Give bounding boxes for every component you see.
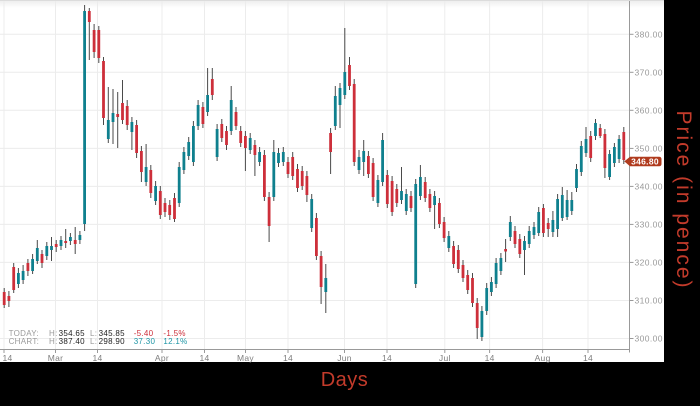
svg-text:298.90: 298.90 xyxy=(99,337,126,346)
svg-text:14: 14 xyxy=(583,353,593,363)
svg-text:H:: H: xyxy=(49,337,58,346)
svg-text:380.00: 380.00 xyxy=(635,29,663,39)
svg-text:354.65: 354.65 xyxy=(59,329,86,338)
svg-text:346.80: 346.80 xyxy=(631,156,659,166)
svg-text:Mar: Mar xyxy=(48,353,64,363)
svg-text:May: May xyxy=(237,353,254,363)
svg-text:345.85: 345.85 xyxy=(99,329,126,338)
svg-text:350.00: 350.00 xyxy=(635,143,663,153)
svg-text:340.00: 340.00 xyxy=(635,181,663,191)
svg-text:37.30: 37.30 xyxy=(134,337,156,346)
svg-text:Apr: Apr xyxy=(155,353,169,363)
svg-text:370.00: 370.00 xyxy=(635,67,663,77)
svg-text:Price (in pence): Price (in pence) xyxy=(672,110,695,289)
svg-text:14: 14 xyxy=(3,353,13,363)
svg-text:Jul: Jul xyxy=(439,353,451,363)
svg-text:14: 14 xyxy=(199,353,209,363)
svg-text:300.00: 300.00 xyxy=(635,334,663,344)
svg-text:320.00: 320.00 xyxy=(635,257,663,267)
svg-text:330.00: 330.00 xyxy=(635,219,663,229)
svg-text:-1.5%: -1.5% xyxy=(163,329,185,338)
svg-text:L:: L: xyxy=(90,329,97,338)
svg-text:14: 14 xyxy=(382,353,392,363)
svg-text:14: 14 xyxy=(283,353,293,363)
svg-text:12.1%: 12.1% xyxy=(163,337,187,346)
svg-text:14: 14 xyxy=(92,353,102,363)
svg-text:387.40: 387.40 xyxy=(59,337,86,346)
svg-text:360.00: 360.00 xyxy=(635,105,663,115)
svg-text:Aug: Aug xyxy=(535,353,551,363)
svg-text:310.00: 310.00 xyxy=(635,296,663,306)
svg-text:TODAY:: TODAY: xyxy=(9,329,39,338)
svg-text:H:: H: xyxy=(49,329,58,338)
svg-text:14: 14 xyxy=(485,353,495,363)
svg-text:Days: Days xyxy=(321,369,369,391)
svg-text:-5.40: -5.40 xyxy=(134,329,154,338)
svg-text:L:: L: xyxy=(90,337,97,346)
svg-text:CHART:: CHART: xyxy=(9,337,40,346)
svg-text:Jun: Jun xyxy=(337,353,352,363)
